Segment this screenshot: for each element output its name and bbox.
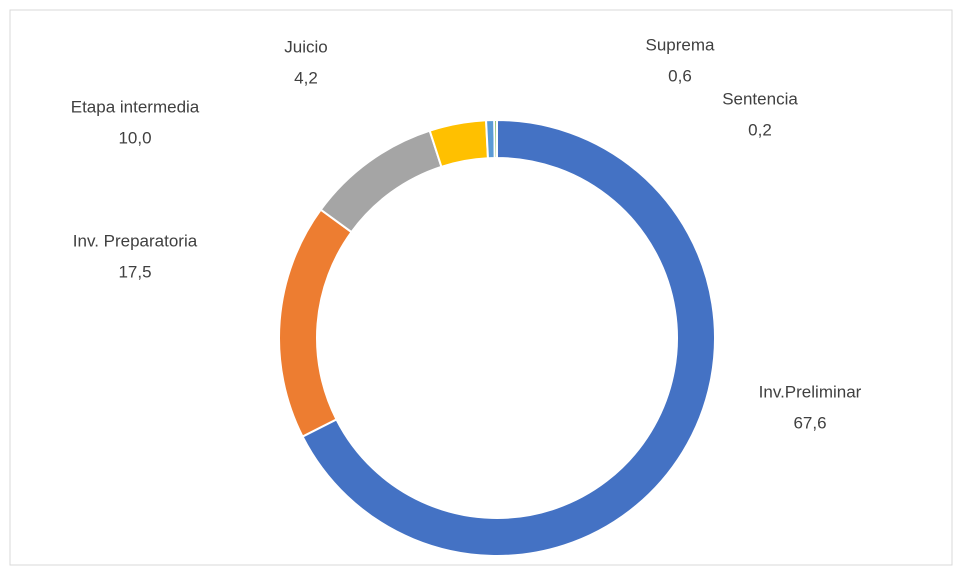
slice-label: Suprema: [646, 35, 716, 54]
value-label: 0,2: [748, 120, 772, 139]
slice-label: Inv. Preparatoria: [73, 231, 198, 250]
slice-label: Juicio: [284, 37, 327, 56]
chart-frame: [9, 9, 953, 566]
value-label: 67,6: [793, 413, 826, 432]
slice-label: Sentencia: [722, 89, 798, 108]
donut-slice: [428, 119, 490, 169]
donut-slice: [301, 118, 716, 557]
value-label: 10,0: [118, 128, 151, 147]
value-label: 17,5: [118, 262, 151, 281]
slice-label: Etapa intermedia: [71, 97, 200, 116]
value-label: 4,2: [294, 68, 318, 87]
donut-slice: [493, 118, 498, 160]
slice-label: Inv.Preliminar: [759, 382, 862, 401]
value-label: 0,6: [668, 66, 692, 85]
